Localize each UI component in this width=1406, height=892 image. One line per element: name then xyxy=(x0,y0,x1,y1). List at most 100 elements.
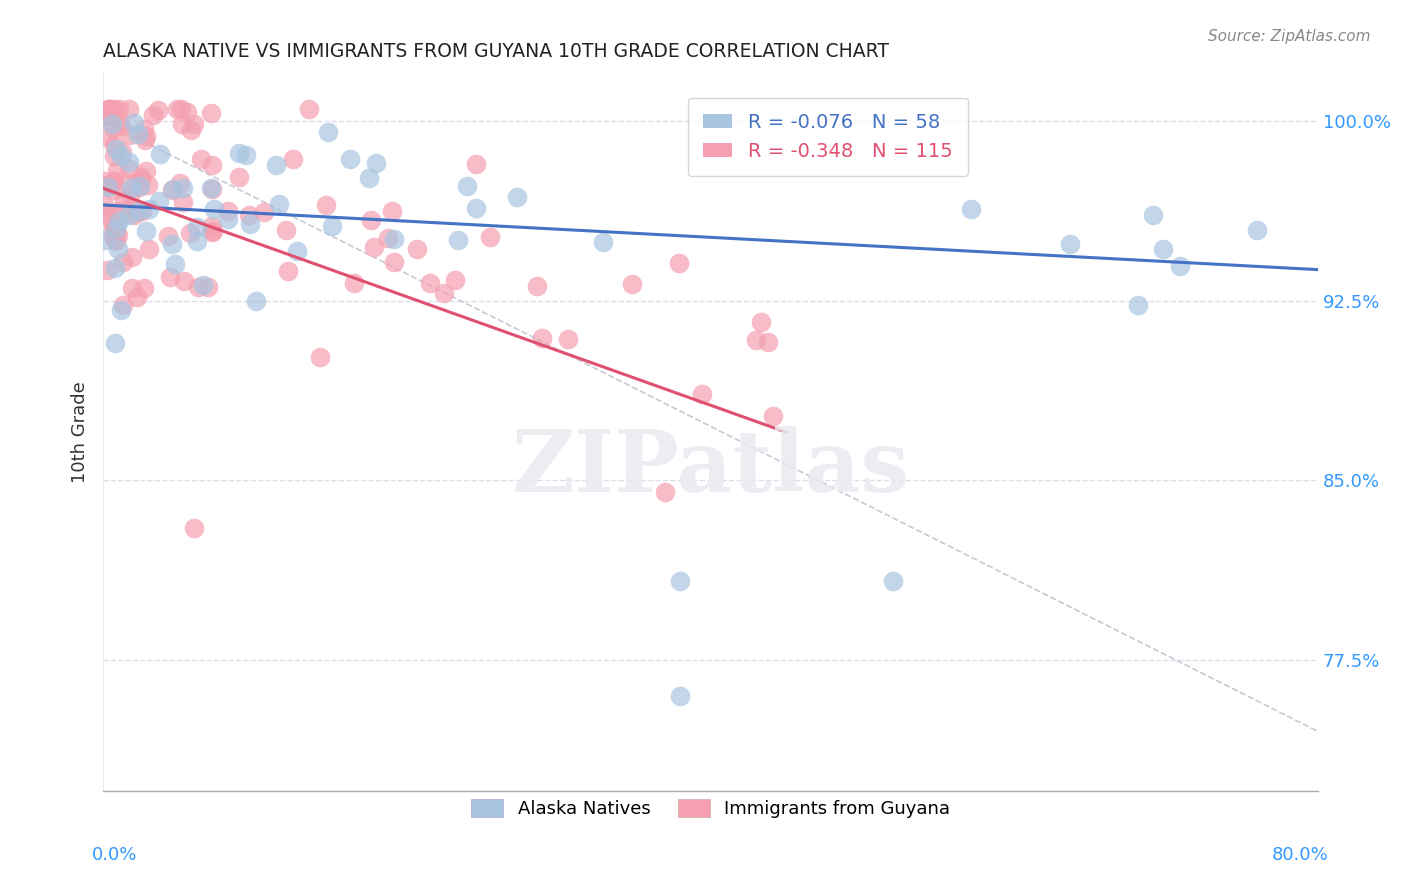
Point xyxy=(103,175,125,189)
Point xyxy=(134,133,156,147)
Point xyxy=(120,201,142,215)
Point xyxy=(107,228,129,243)
Point xyxy=(217,204,239,219)
Point xyxy=(1126,298,1149,312)
Point xyxy=(135,164,157,178)
Point xyxy=(103,138,125,153)
Point xyxy=(363,240,385,254)
Point xyxy=(173,274,195,288)
Point xyxy=(269,197,291,211)
Point xyxy=(118,208,141,222)
Point xyxy=(506,189,529,203)
Point xyxy=(108,103,131,117)
Point xyxy=(749,315,772,329)
Point xyxy=(160,183,183,197)
Point xyxy=(200,105,222,120)
Point xyxy=(170,103,193,117)
Point xyxy=(217,211,239,226)
Text: Source: ZipAtlas.com: Source: ZipAtlas.com xyxy=(1208,29,1371,44)
Point xyxy=(146,103,169,117)
Point xyxy=(100,178,122,192)
Point xyxy=(183,117,205,131)
Point xyxy=(169,177,191,191)
Point xyxy=(758,335,780,350)
Point xyxy=(179,226,201,240)
Point xyxy=(287,244,309,259)
Point xyxy=(103,103,125,117)
Point xyxy=(103,174,125,188)
Point xyxy=(381,203,404,218)
Point xyxy=(97,179,120,194)
Point xyxy=(202,202,225,216)
Point xyxy=(308,351,330,365)
Point xyxy=(321,219,343,233)
Point xyxy=(592,235,614,250)
Point xyxy=(186,219,208,234)
Point xyxy=(142,107,165,121)
Point xyxy=(339,152,361,166)
Point xyxy=(235,148,257,162)
Point xyxy=(121,250,143,264)
Point xyxy=(959,202,981,216)
Point xyxy=(526,279,548,293)
Point xyxy=(135,128,157,143)
Point xyxy=(281,153,304,167)
Point xyxy=(148,194,170,208)
Point xyxy=(105,142,128,156)
Point xyxy=(316,125,339,139)
Point xyxy=(110,119,132,133)
Point xyxy=(107,214,129,228)
Point xyxy=(101,183,124,197)
Point xyxy=(1142,208,1164,222)
Point xyxy=(112,193,135,207)
Point xyxy=(654,485,676,500)
Point xyxy=(228,146,250,161)
Point xyxy=(228,170,250,185)
Point xyxy=(129,173,152,187)
Point xyxy=(107,242,129,256)
Point xyxy=(94,109,117,123)
Point xyxy=(465,201,488,215)
Text: ZIPatlas: ZIPatlas xyxy=(512,426,910,510)
Point xyxy=(245,293,267,308)
Point xyxy=(382,232,405,246)
Point xyxy=(377,230,399,244)
Point xyxy=(668,256,690,270)
Point xyxy=(103,121,125,136)
Point xyxy=(172,180,194,194)
Point xyxy=(456,178,478,193)
Point xyxy=(159,270,181,285)
Point xyxy=(163,257,186,271)
Point xyxy=(105,222,128,236)
Point xyxy=(180,123,202,137)
Point xyxy=(197,279,219,293)
Point xyxy=(1168,259,1191,273)
Point xyxy=(111,255,134,269)
Point xyxy=(138,242,160,256)
Point xyxy=(201,158,224,172)
Text: 80.0%: 80.0% xyxy=(1272,846,1329,863)
Point xyxy=(384,255,406,269)
Point xyxy=(101,228,124,243)
Point xyxy=(125,290,148,304)
Point xyxy=(104,335,127,350)
Point xyxy=(364,155,387,169)
Point xyxy=(128,179,150,194)
Point xyxy=(97,103,120,117)
Point xyxy=(110,208,132,222)
Point xyxy=(97,129,120,144)
Point xyxy=(745,333,768,347)
Point xyxy=(93,197,115,211)
Point xyxy=(433,285,456,300)
Point xyxy=(274,223,297,237)
Point xyxy=(111,145,134,160)
Point xyxy=(669,689,692,703)
Point xyxy=(277,264,299,278)
Point xyxy=(190,152,212,166)
Point xyxy=(93,205,115,219)
Legend: Alaska Natives, Immigrants from Guyana: Alaska Natives, Immigrants from Guyana xyxy=(464,791,957,825)
Point xyxy=(100,103,122,117)
Point xyxy=(882,574,904,588)
Point xyxy=(1152,242,1174,256)
Point xyxy=(118,155,141,169)
